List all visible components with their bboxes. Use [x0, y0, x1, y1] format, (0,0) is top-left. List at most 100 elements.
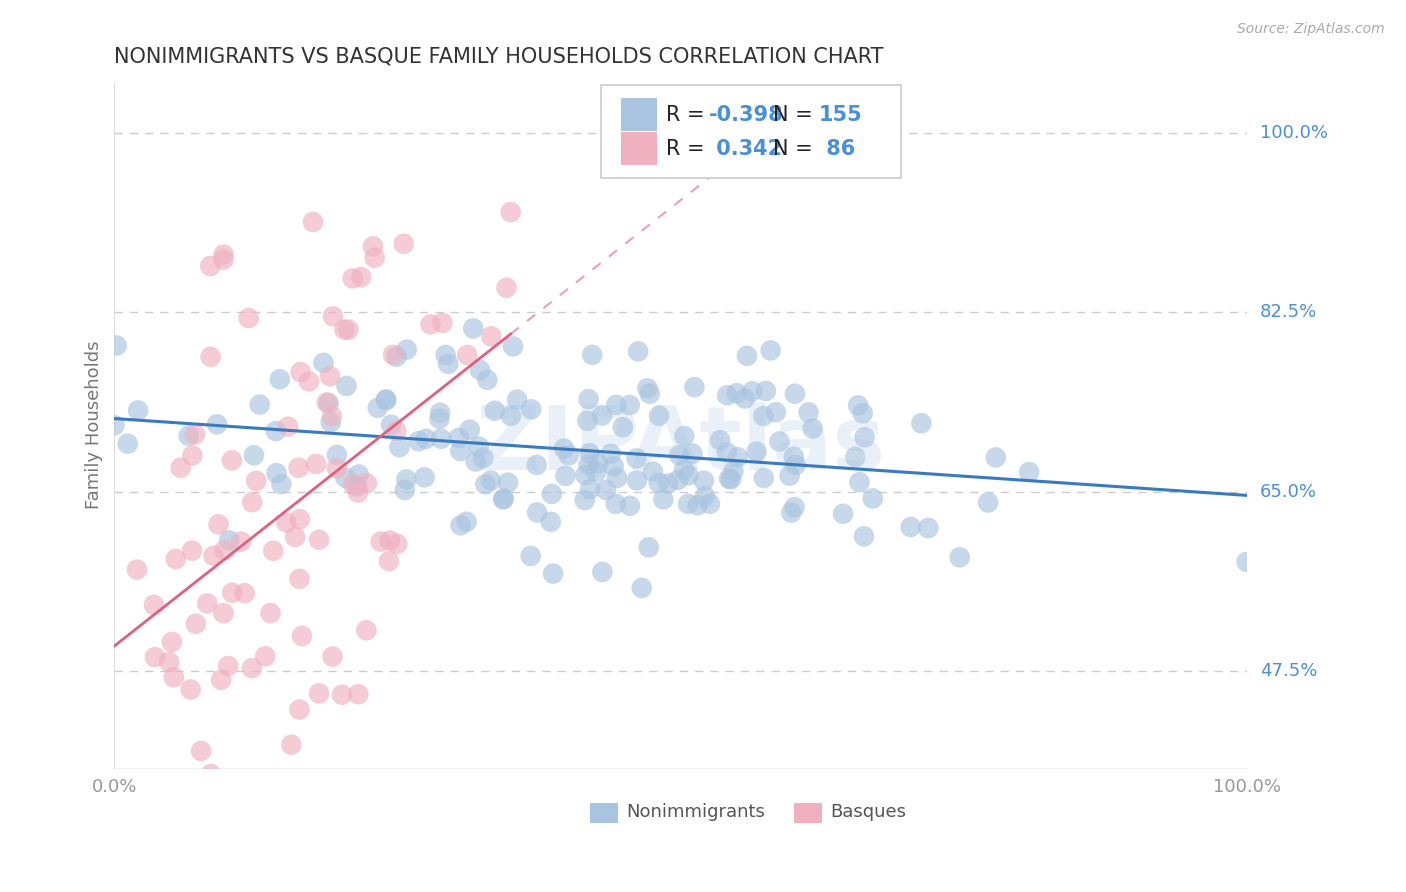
- Point: [477, 373, 499, 387]
- Point: [347, 687, 370, 701]
- Text: Nonimmigrants: Nonimmigrants: [626, 804, 765, 822]
- Point: [553, 442, 575, 456]
- Point: [284, 530, 307, 544]
- Text: R =: R =: [666, 139, 711, 159]
- Point: [217, 659, 239, 673]
- Point: [693, 489, 716, 503]
- Point: [413, 470, 436, 484]
- Point: [1236, 555, 1258, 569]
- Point: [288, 702, 311, 716]
- Point: [785, 458, 807, 472]
- Point: [977, 495, 1000, 509]
- Point: [752, 471, 775, 485]
- Point: [526, 458, 548, 472]
- Point: [382, 348, 405, 362]
- Point: [759, 343, 782, 358]
- Point: [637, 541, 659, 555]
- Point: [385, 350, 408, 364]
- Point: [254, 649, 277, 664]
- Text: 155: 155: [818, 104, 862, 125]
- Point: [463, 321, 485, 335]
- Point: [683, 380, 706, 394]
- Point: [626, 474, 648, 488]
- Point: [755, 384, 778, 398]
- Point: [716, 388, 738, 402]
- Point: [245, 474, 267, 488]
- Point: [1018, 465, 1040, 479]
- Point: [472, 450, 495, 465]
- Point: [949, 550, 972, 565]
- Point: [612, 420, 634, 434]
- Point: [419, 318, 441, 332]
- Point: [520, 402, 543, 417]
- Point: [591, 565, 613, 579]
- Point: [415, 432, 437, 446]
- Point: [768, 434, 790, 449]
- Point: [200, 767, 222, 781]
- Point: [308, 533, 330, 547]
- Text: -0.398: -0.398: [709, 104, 783, 125]
- Text: N =: N =: [773, 139, 820, 159]
- Point: [280, 738, 302, 752]
- Point: [574, 467, 596, 482]
- Point: [541, 566, 564, 581]
- Point: [599, 447, 621, 461]
- Point: [157, 655, 180, 669]
- Point: [432, 316, 454, 330]
- Point: [832, 507, 855, 521]
- Point: [212, 252, 235, 267]
- Point: [319, 369, 342, 384]
- Point: [605, 398, 627, 412]
- Point: [117, 436, 139, 450]
- Point: [848, 475, 870, 490]
- Point: [666, 473, 689, 487]
- Point: [238, 311, 260, 326]
- Point: [221, 586, 243, 600]
- Point: [308, 686, 330, 700]
- Bar: [794, 803, 823, 823]
- Text: NONIMMIGRANTS VS BASQUE FAMILY HOUSEHOLDS CORRELATION CHART: NONIMMIGRANTS VS BASQUE FAMILY HOUSEHOLD…: [114, 46, 884, 66]
- Point: [350, 270, 373, 285]
- Point: [434, 348, 457, 362]
- Point: [240, 661, 263, 675]
- Point: [395, 343, 418, 357]
- Point: [734, 392, 756, 406]
- Point: [212, 247, 235, 261]
- Bar: [591, 803, 619, 823]
- Point: [342, 271, 364, 285]
- Point: [321, 409, 343, 424]
- Text: 0.342: 0.342: [709, 139, 782, 159]
- Point: [388, 440, 411, 454]
- Point: [605, 497, 627, 511]
- Point: [668, 448, 690, 462]
- Point: [468, 363, 491, 377]
- Point: [630, 581, 652, 595]
- Point: [693, 474, 716, 488]
- Point: [495, 281, 517, 295]
- Point: [574, 493, 596, 508]
- Point: [392, 236, 415, 251]
- Point: [394, 483, 416, 497]
- Point: [200, 350, 222, 364]
- Point: [337, 323, 360, 337]
- Point: [264, 424, 287, 438]
- Point: [578, 458, 600, 472]
- Point: [305, 457, 328, 471]
- Point: [585, 465, 607, 479]
- Point: [591, 409, 613, 423]
- Point: [165, 552, 187, 566]
- Text: ZIPAtlas: ZIPAtlas: [475, 402, 886, 489]
- Point: [801, 421, 824, 435]
- Point: [496, 475, 519, 490]
- Point: [143, 598, 166, 612]
- Point: [673, 429, 696, 443]
- Point: [479, 329, 502, 343]
- Bar: [620, 98, 657, 131]
- Point: [290, 365, 312, 379]
- Text: Source: ZipAtlas.com: Source: ZipAtlas.com: [1237, 22, 1385, 37]
- Point: [499, 205, 522, 219]
- Point: [212, 606, 235, 620]
- Point: [181, 543, 204, 558]
- Point: [375, 393, 398, 408]
- Point: [682, 447, 704, 461]
